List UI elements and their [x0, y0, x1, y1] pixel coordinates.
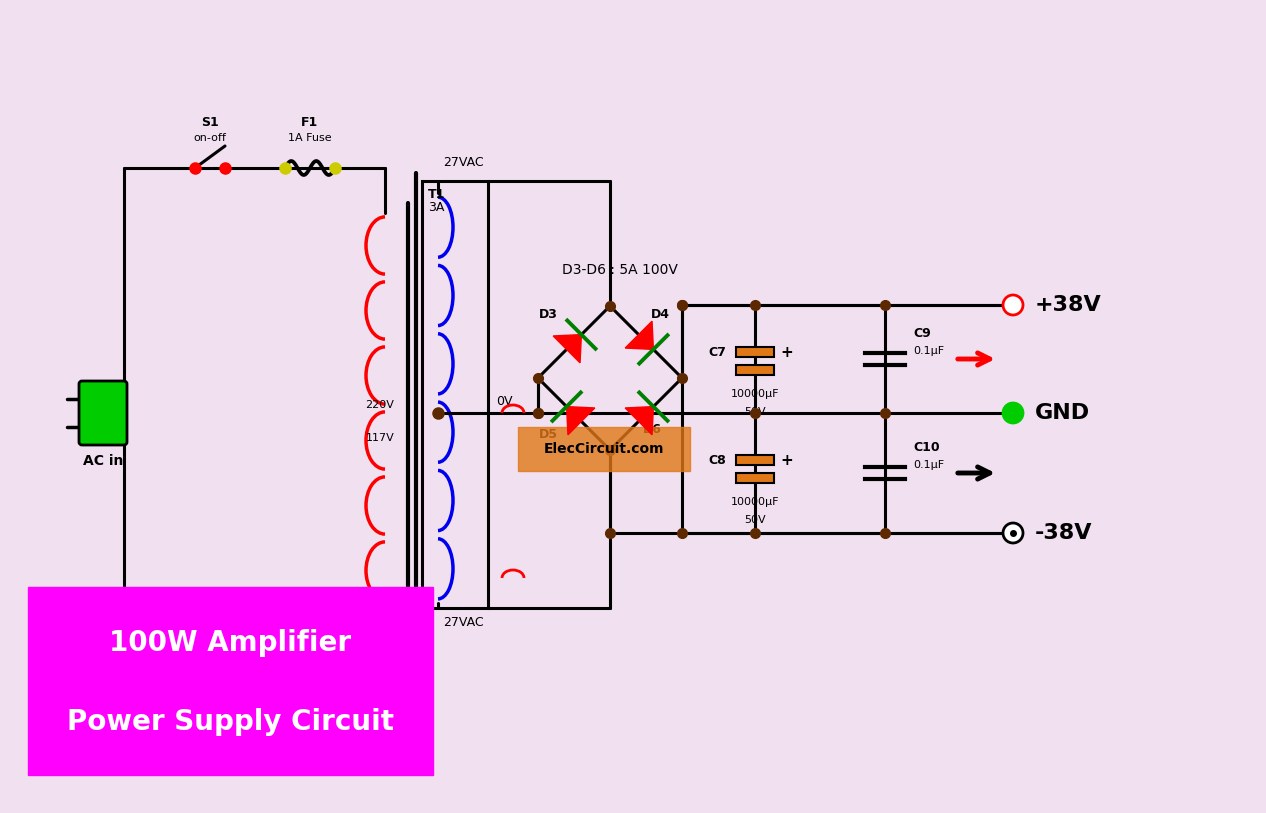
Bar	[736, 455, 774, 465]
Text: ElecCircuit.com: ElecCircuit.com	[544, 442, 665, 456]
Text: C10: C10	[913, 441, 939, 454]
Circle shape	[1003, 523, 1023, 543]
Bar	[736, 365, 774, 375]
Text: 10000μF: 10000μF	[730, 497, 780, 507]
Text: D6: D6	[643, 423, 661, 436]
Text: 0V: 0V	[496, 395, 513, 408]
Polygon shape	[567, 406, 595, 435]
Text: -38V: -38V	[1036, 523, 1093, 543]
Text: GND: GND	[1036, 403, 1090, 423]
Text: +: +	[1008, 298, 1018, 311]
Bar	[736, 473, 774, 483]
Text: D3: D3	[538, 308, 557, 321]
Text: 0.1μF: 0.1μF	[913, 346, 944, 356]
Bar	[422, 181, 487, 608]
FancyBboxPatch shape	[78, 381, 127, 445]
Text: Power Supply Circuit: Power Supply Circuit	[67, 708, 394, 737]
Bar	[28, 587, 433, 775]
Text: D5: D5	[538, 428, 557, 441]
Text: 3A: 3A	[428, 201, 444, 214]
Text: 27VAC: 27VAC	[443, 616, 484, 629]
Text: C8: C8	[708, 454, 725, 467]
Text: +: +	[780, 453, 793, 467]
Circle shape	[1003, 403, 1023, 423]
Circle shape	[1003, 295, 1023, 315]
Text: C9: C9	[913, 327, 931, 340]
Text: F1: F1	[301, 116, 319, 129]
Text: 220V: 220V	[366, 400, 395, 410]
Polygon shape	[625, 321, 653, 350]
Text: S1: S1	[201, 116, 219, 129]
Polygon shape	[625, 406, 653, 435]
Text: 0.1μF: 0.1μF	[913, 460, 944, 470]
Text: 50V: 50V	[744, 515, 766, 525]
Text: D4: D4	[651, 308, 670, 321]
Text: C7: C7	[708, 346, 725, 359]
Text: +38V: +38V	[1036, 295, 1101, 315]
Text: +: +	[780, 345, 793, 359]
Text: 100W Amplifier: 100W Amplifier	[109, 629, 352, 658]
Text: 50V: 50V	[744, 407, 766, 417]
Text: 117V: 117V	[366, 433, 395, 443]
Text: 27VAC: 27VAC	[443, 156, 484, 169]
Text: D3-D6 : 5A 100V: D3-D6 : 5A 100V	[562, 263, 677, 277]
Polygon shape	[553, 335, 581, 363]
Bar	[518, 427, 690, 471]
Text: on-off: on-off	[194, 133, 227, 143]
Text: 10000μF: 10000μF	[730, 389, 780, 399]
Text: AC in: AC in	[82, 454, 123, 468]
Text: T1: T1	[428, 188, 446, 201]
Text: 1A Fuse: 1A Fuse	[289, 133, 332, 143]
Bar	[736, 347, 774, 357]
